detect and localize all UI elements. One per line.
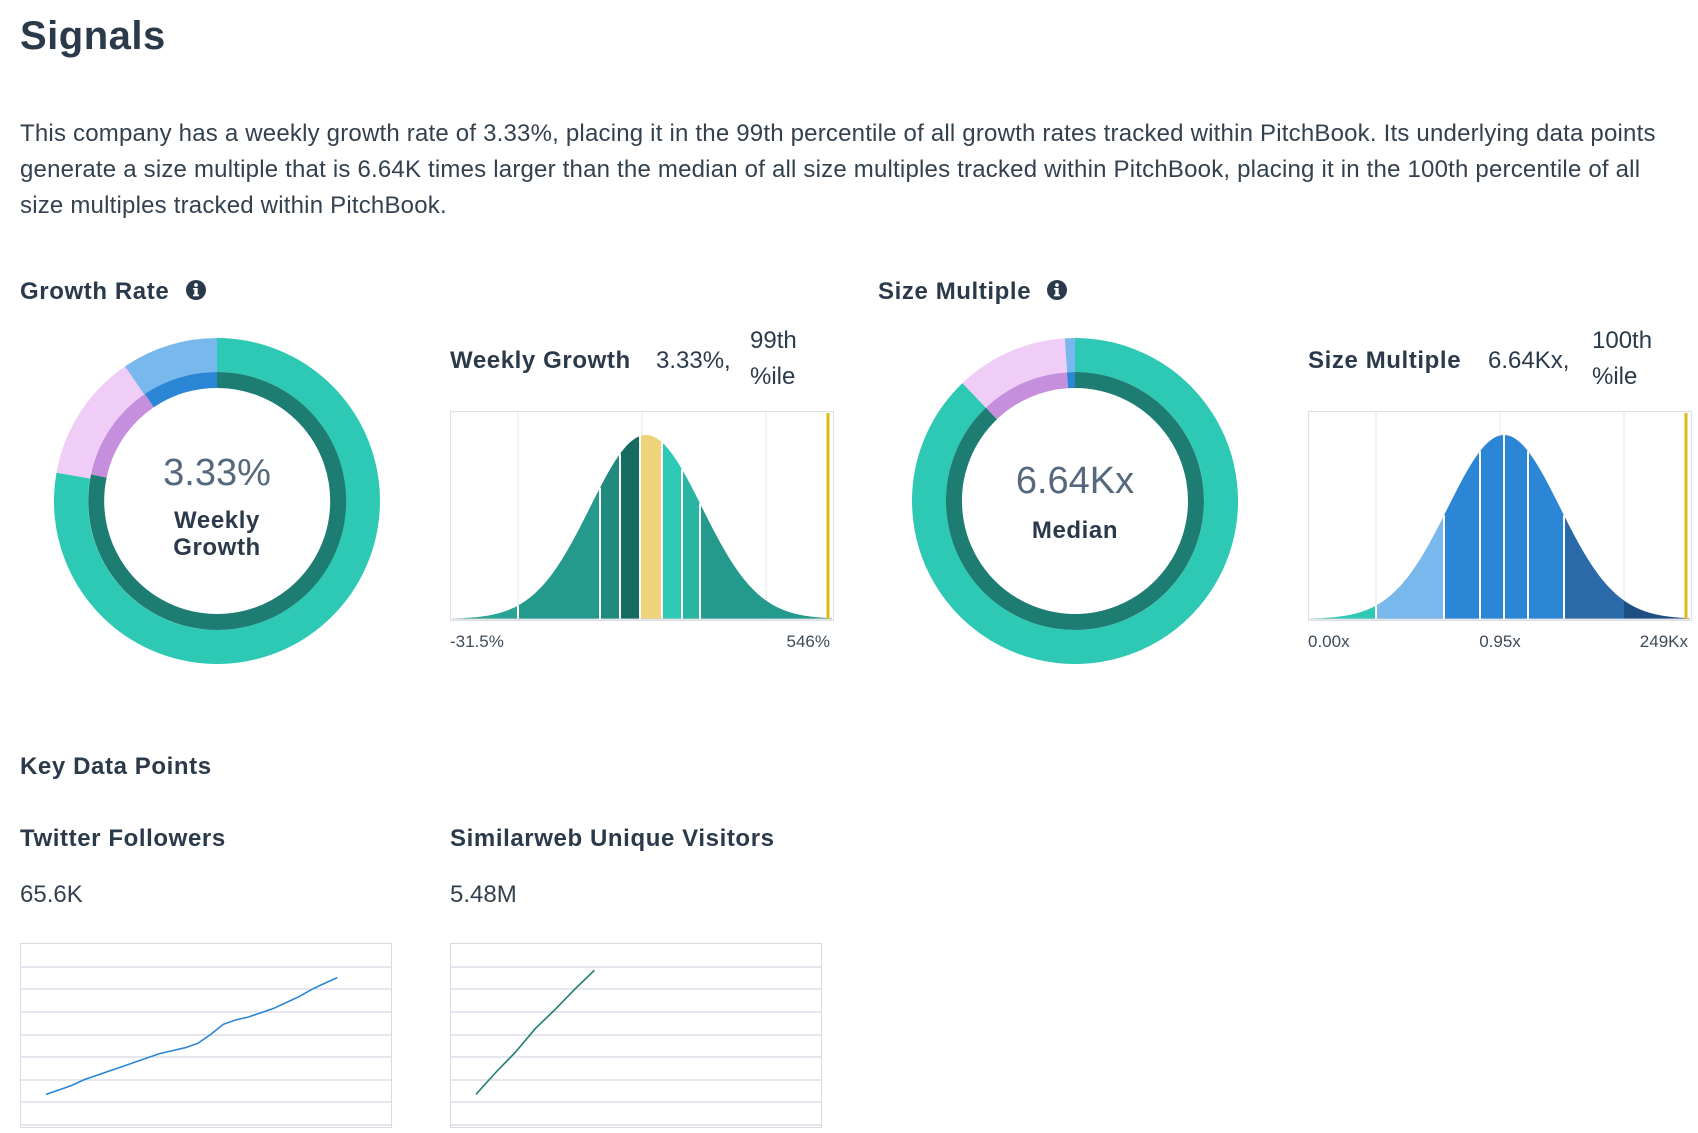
size-multiple-percentile-2: %ile [1592,359,1637,395]
distribution-band-3 [1480,435,1504,619]
size-multiple-axis-max: 249Kx [1610,632,1688,652]
size-donut-value: 6.64Kx [972,460,1178,503]
size-donut-label: Median [972,518,1178,544]
weekly-growth-axis-max: 546% [760,632,830,652]
weekly-growth-percentile-2: %ile [750,359,795,395]
key-data-points-heading: Key Data Points [20,753,212,781]
distribution-band-4 [1504,435,1528,619]
intro-paragraph: This company has a weekly growth rate of… [20,116,1660,224]
growth-donut-label-2: Growth [114,535,320,561]
weekly-growth-percentile-1: 99th [750,323,797,359]
growth-donut-value: 3.33% [114,452,320,495]
growth-donut-label-1: Weekly [114,508,320,534]
twitter-followers-value: 65.6K [20,881,83,909]
size-multiple-chart-label: Size Multiple [1308,347,1461,375]
distribution-band-3 [620,436,640,619]
weekly-growth-axis-min: -31.5% [450,632,504,652]
growth-rate-donut [54,338,380,664]
size-multiple-axis-min: 0.00x [1308,632,1350,652]
size-multiple-percentile-1: 100th [1592,323,1652,359]
similarweb-visitors-label: Similarweb Unique Visitors [450,825,775,853]
weekly-growth-chart [450,411,834,621]
size-multiple-chart-value: 6.64Kx, [1488,347,1569,375]
page-title: Signals [20,14,166,59]
info-icon[interactable] [1046,279,1068,308]
size-multiple-chart [1308,411,1692,621]
twitter-followers-sparkline[interactable] [20,943,392,1129]
size-multiple-heading-text: Size Multiple [878,278,1031,305]
twitter-followers-label: Twitter Followers [20,825,226,853]
size-multiple-axis-mid: 0.95x [1470,632,1530,652]
weekly-growth-value: 3.33%, [656,347,731,375]
similarweb-visitors-value: 5.48M [450,881,517,909]
growth-rate-heading: Growth Rate [20,278,207,308]
similarweb-visitors-sparkline[interactable] [450,943,822,1129]
distribution-band-5 [662,442,682,619]
distribution-band-4 [640,435,662,619]
growth-rate-heading-text: Growth Rate [20,278,169,305]
size-multiple-heading: Size Multiple [878,278,1068,308]
weekly-growth-label: Weekly Growth [450,347,631,375]
info-icon[interactable] [185,279,207,308]
